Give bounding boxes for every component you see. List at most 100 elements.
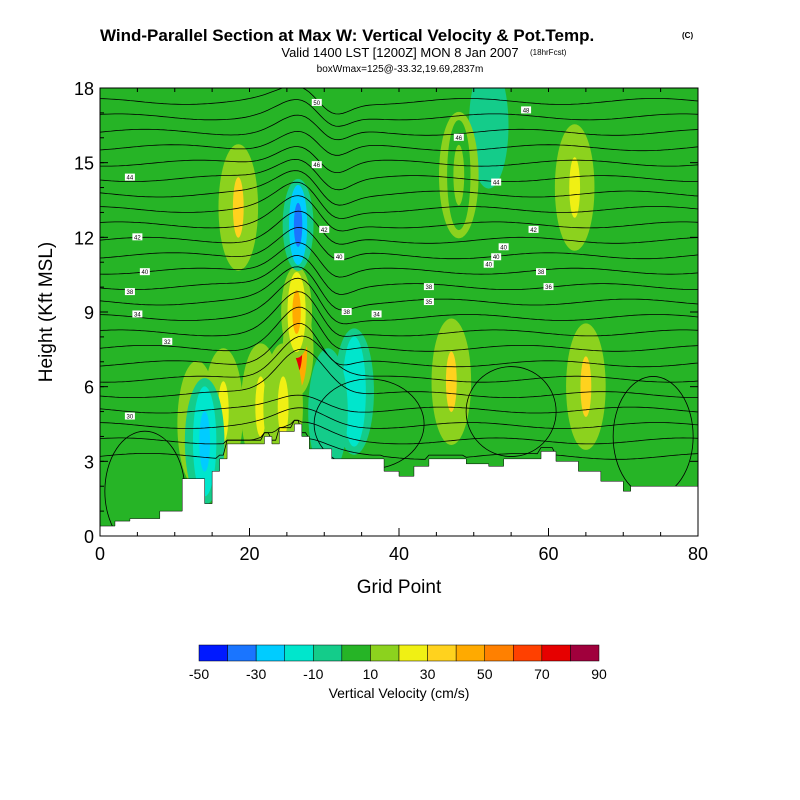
contour-label: 30 [124,412,135,421]
contour-label: 46 [311,161,322,169]
theta-contour-line [100,146,698,173]
colorbar-swatch [313,644,343,662]
svg-text:40: 40 [493,255,500,261]
svg-text:32: 32 [164,340,171,346]
contour-label: 40 [334,253,345,261]
colorbar-tick-label: 50 [477,666,493,682]
svg-text:30: 30 [127,415,134,421]
theta-contour-line [100,130,698,156]
x-tick-label: 20 [239,544,259,564]
colorbar-swatch [455,644,485,662]
colorbar-swatch [341,644,371,662]
y-tick-label: 3 [84,452,94,472]
svg-text:44: 44 [127,176,134,182]
theta-contour-layer [100,88,698,536]
colorbar-swatch [427,644,457,662]
colorbar-swatch [570,644,600,662]
velocity-feature-core [292,290,301,334]
x-axis-label: Grid Point [357,577,442,598]
contour-label: 48 [521,106,532,114]
contour-label: 32 [162,337,173,346]
colorbar-swatch [284,644,314,662]
y-tick-label: 12 [74,228,94,248]
theta-contour-line [100,407,698,429]
colorbar: -50 -30 -10 10 30 50 70 90 [189,644,607,682]
theta-contour-line [100,181,698,219]
theta-contour-line [100,394,698,414]
velocity-feature-core [445,351,457,412]
svg-text:38: 38 [426,285,433,291]
contour-label: 42 [319,225,330,234]
y-tick-label: 6 [84,378,94,398]
svg-text:34: 34 [373,312,380,318]
contour-label: 38 [423,283,434,291]
theta-contour-line [100,419,698,460]
svg-text:40: 40 [485,263,492,269]
x-axis: 0 20 40 60 80 [95,88,708,564]
velocity-feature-core [199,411,211,472]
theta-contour-line [100,88,698,115]
theta-contour-line [100,291,698,337]
colorbar-swatch [255,644,285,662]
contour-label: 38 [536,268,547,276]
svg-text:36: 36 [545,285,552,291]
contour-label: 50 [311,98,322,107]
svg-text:40: 40 [142,270,149,276]
svg-text:46: 46 [313,163,320,169]
theta-contour-line [100,348,698,398]
colorbar-swatch [398,644,428,662]
svg-text:42: 42 [530,228,537,234]
velocity-feature-core [255,376,267,437]
contour-label: 40 [498,243,509,251]
contour-label: 34 [371,310,382,318]
theta-contour-line [100,419,698,445]
colorbar-tick-label: 10 [363,666,379,682]
svg-text:38: 38 [343,310,350,316]
colorbar-swatch [484,644,514,662]
y-tick-label: 0 [84,527,94,547]
terrain-profile [100,423,698,536]
chart-subtitle-line2: boxWmax=125@-33.32,19.69,2837m [317,64,484,75]
theta-contour-line [100,158,698,191]
chart-subtitle-line1-small: (18hrFcst) [530,48,567,57]
theta-contour-line [100,242,698,278]
theta-contour-line [100,255,698,295]
contour-label: 36 [543,283,554,291]
velocity-feature-core [293,202,303,247]
theta-contour-loop [465,366,557,457]
theta-contour-line [100,114,698,141]
y-tick-label: 15 [74,154,94,174]
svg-text:42: 42 [134,235,141,241]
velocity-feature-core [277,376,289,437]
y-tick-label: 18 [74,79,94,99]
theta-contour-line [100,335,698,383]
x-tick-label: 60 [538,544,558,564]
svg-text:38: 38 [538,270,545,276]
contour-label: 40 [483,260,494,269]
svg-text:34: 34 [134,312,141,318]
y-axis-label: Height (Kft MSL) [36,242,57,382]
svg-text:40: 40 [500,245,507,251]
colorbar-swatch [513,644,543,662]
theta-contour-line [100,306,698,352]
svg-text:50: 50 [313,101,320,107]
velocity-feature-core [483,95,495,156]
svg-text:48: 48 [523,108,530,114]
velocity-feature-core [453,144,465,206]
colorbar-swatch [227,644,257,662]
svg-text:44: 44 [493,181,500,187]
contour-label: 42 [132,233,143,241]
colorbar-swatch [198,644,228,662]
svg-text:35: 35 [426,300,433,306]
theta-contour-line [100,322,698,368]
velocity-feature-core [322,381,334,442]
chart-title-mark: (C) [682,31,693,40]
contour-label: 40 [139,268,150,276]
velocity-feature-core [232,177,244,238]
colorbar-tick-label: -30 [246,666,266,682]
theta-contour-line [100,266,698,311]
colorbar-swatch [541,644,571,662]
contour-label: 38 [341,308,352,316]
contour-label: 42 [528,225,539,234]
